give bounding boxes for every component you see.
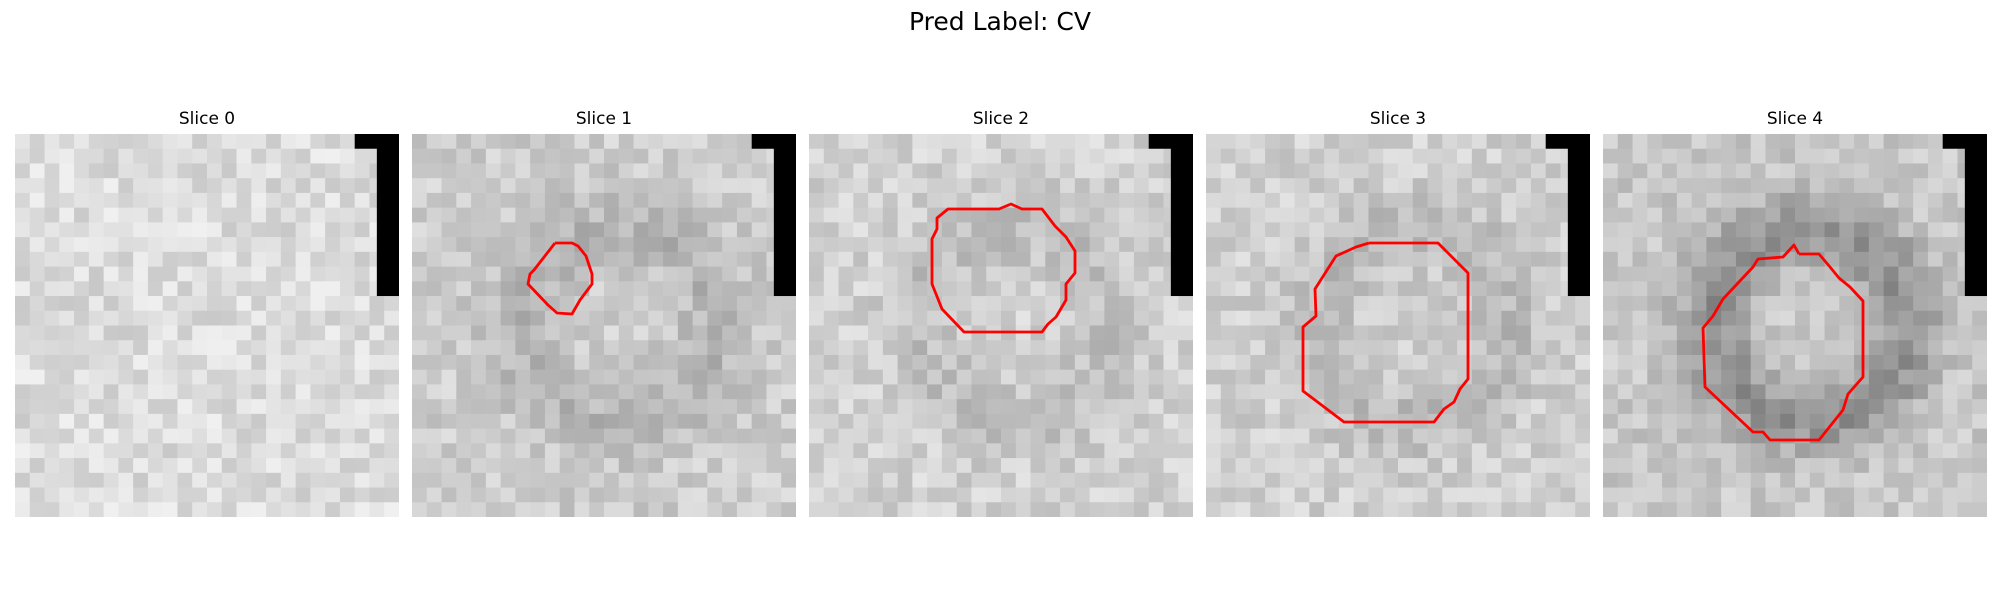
segmentation-contour bbox=[1701, 243, 1865, 442]
slice-pixel-grid bbox=[809, 134, 1193, 517]
panel-title-slice-0: Slice 0 bbox=[178, 109, 236, 129]
slice-pixel-grid bbox=[15, 134, 399, 517]
panel-title-slice-3: Slice 3 bbox=[1369, 109, 1427, 129]
panel-title-slice-1: Slice 1 bbox=[575, 109, 633, 129]
mask-region bbox=[1148, 134, 1193, 297]
mask-region bbox=[751, 134, 796, 297]
slice-image-2 bbox=[809, 134, 1193, 517]
slice-image-1 bbox=[412, 134, 796, 517]
mask-region bbox=[354, 134, 399, 297]
segmentation-contour bbox=[930, 202, 1077, 334]
slice-image-3 bbox=[1206, 134, 1590, 517]
panel-title-slice-2: Slice 2 bbox=[972, 109, 1030, 129]
mask-region bbox=[1942, 134, 1987, 297]
slice-pixel-grid bbox=[412, 134, 796, 517]
slice-image-0 bbox=[15, 134, 399, 517]
slice-pixel-grid bbox=[1603, 134, 1987, 517]
segmentation-contour bbox=[1301, 241, 1470, 424]
figure-title: Pred Label: CV bbox=[909, 7, 1091, 36]
panel-title-slice-4: Slice 4 bbox=[1766, 109, 1824, 129]
slice-image-4 bbox=[1603, 134, 1987, 517]
slice-pixel-grid bbox=[1206, 134, 1590, 517]
mask-region bbox=[1545, 134, 1590, 297]
segmentation-contour bbox=[526, 241, 594, 316]
